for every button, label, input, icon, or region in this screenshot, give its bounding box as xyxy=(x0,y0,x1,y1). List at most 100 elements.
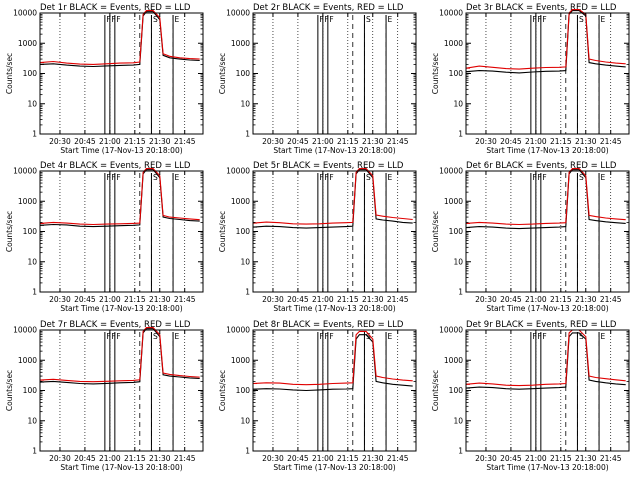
y-tick-label: 10000 xyxy=(13,326,37,335)
x-tick-label: 21:45 xyxy=(174,295,196,304)
y-tick-label: 10 xyxy=(453,99,463,108)
marker-label: F xyxy=(116,173,120,182)
y-tick-label: 10 xyxy=(27,99,37,108)
marker-label: F xyxy=(319,332,323,341)
chart-title: Det 2r BLACK = Events, RED = LLD xyxy=(253,3,404,13)
x-axis-label: Start Time (17-Nov-13 20:18:00) xyxy=(486,463,608,472)
x-tick-label: 20:45 xyxy=(500,137,522,146)
chart-panel-3: Det 3r BLACK = Events, RED = LLD F F F S E 1 10… xyxy=(431,3,630,155)
marker-label: F xyxy=(329,173,333,182)
marker-label: E xyxy=(388,173,393,182)
marker-label: F xyxy=(537,332,541,341)
x-tick-label: 21:00 xyxy=(312,454,334,463)
y-tick-label: 1000 xyxy=(18,197,37,206)
x-tick-label: 20:30 xyxy=(49,295,71,304)
series-lld xyxy=(465,329,626,387)
marker-label: F xyxy=(106,173,110,182)
x-tick-label: 21:45 xyxy=(387,454,409,463)
x-tick-label: 20:30 xyxy=(262,137,284,146)
y-axis-label: Counts/sec xyxy=(431,211,440,252)
x-axis-label: Start Time (17-Nov-13 20:18:00) xyxy=(60,304,182,313)
x-tick-label: 21:15 xyxy=(124,137,146,146)
y-tick-label: 100 xyxy=(449,386,464,395)
marker-label: S xyxy=(579,173,584,182)
marker-label: S xyxy=(579,15,584,24)
x-tick-label: 21:45 xyxy=(174,454,196,463)
y-tick-label: 10000 xyxy=(13,9,37,18)
marker-label: F xyxy=(542,15,546,24)
x-tick-label: 21:00 xyxy=(525,295,547,304)
y-tick-label: 1 xyxy=(458,130,463,139)
x-tick-label: 21:15 xyxy=(124,454,146,463)
x-tick-label: 21:30 xyxy=(575,137,597,146)
plot-frame xyxy=(39,12,204,135)
x-tick-label: 21:15 xyxy=(124,295,146,304)
x-axis-label: Start Time (17-Nov-13 20:18:00) xyxy=(486,146,608,155)
marker-label: F xyxy=(319,15,323,24)
plot-frame xyxy=(465,329,630,452)
x-axis-label: Start Time (17-Nov-13 20:18:00) xyxy=(273,146,395,155)
marker-label: F xyxy=(106,332,110,341)
x-axis-label: Start Time (17-Nov-13 20:18:00) xyxy=(60,146,182,155)
marker-label: F xyxy=(111,15,115,24)
marker-label: E xyxy=(175,15,180,24)
x-tick-label: 21:15 xyxy=(550,295,572,304)
series-lld xyxy=(465,9,626,70)
x-tick-label: 20:45 xyxy=(287,137,309,146)
y-tick-label: 10 xyxy=(240,99,250,108)
x-tick-label: 20:30 xyxy=(262,454,284,463)
y-axis-label: Counts/sec xyxy=(431,53,440,94)
chart-panel-6: Det 6r BLACK = Events, RED = LLD F F F S E 1 10… xyxy=(431,161,630,313)
series-lld xyxy=(465,168,626,226)
series-lld xyxy=(39,327,200,383)
y-tick-label: 10 xyxy=(27,257,37,266)
chart-title: Det 6r BLACK = Events, RED = LLD xyxy=(466,161,617,171)
y-tick-label: 1 xyxy=(245,288,250,297)
plot-frame xyxy=(252,329,417,452)
marker-label: F xyxy=(106,15,110,24)
marker-label: F xyxy=(324,15,328,24)
marker-label: F xyxy=(111,332,115,341)
x-tick-label: 20:45 xyxy=(74,137,96,146)
x-tick-label: 21:45 xyxy=(600,137,622,146)
chart-title: Det 1r BLACK = Events, RED = LLD xyxy=(40,3,191,13)
plot-frame xyxy=(39,170,204,293)
y-tick-label: 10000 xyxy=(439,167,463,176)
marker-label: F xyxy=(537,173,541,182)
y-axis-label: Counts/sec xyxy=(218,370,227,411)
marker-label: S xyxy=(153,332,158,341)
marker-label: E xyxy=(601,332,606,341)
x-tick-label: 21:45 xyxy=(600,295,622,304)
y-tick-label: 10 xyxy=(453,257,463,266)
x-tick-label: 21:00 xyxy=(525,137,547,146)
x-axis-label: Start Time (17-Nov-13 20:18:00) xyxy=(273,304,395,313)
y-tick-label: 1 xyxy=(245,447,250,456)
marker-label: F xyxy=(111,173,115,182)
x-tick-label: 20:45 xyxy=(287,295,309,304)
x-tick-label: 20:30 xyxy=(49,137,71,146)
y-tick-label: 100 xyxy=(236,227,251,236)
y-tick-label: 1000 xyxy=(231,39,250,48)
x-tick-label: 20:45 xyxy=(74,454,96,463)
x-tick-label: 21:15 xyxy=(337,295,359,304)
x-tick-label: 21:45 xyxy=(600,454,622,463)
y-tick-label: 10 xyxy=(240,416,250,425)
marker-label: S xyxy=(153,15,158,24)
marker-label: E xyxy=(388,332,393,341)
chart-title: Det 9r BLACK = Events, RED = LLD xyxy=(466,320,617,330)
y-tick-label: 100 xyxy=(236,69,251,78)
x-tick-label: 21:30 xyxy=(575,454,597,463)
x-tick-label: 21:00 xyxy=(312,137,334,146)
marker-label: F xyxy=(537,15,541,24)
x-tick-label: 21:15 xyxy=(550,454,572,463)
x-axis-label: Start Time (17-Nov-13 20:18:00) xyxy=(273,463,395,472)
series-lld xyxy=(39,10,200,65)
chart-panel-5: Det 5r BLACK = Events, RED = LLD F F F S E 1 10… xyxy=(218,161,417,313)
x-tick-label: 21:00 xyxy=(99,295,121,304)
chart-panel-4: Det 4r BLACK = Events, RED = LLD F F F S E 1 10… xyxy=(5,161,204,313)
y-tick-label: 100 xyxy=(449,227,464,236)
y-tick-label: 10000 xyxy=(13,167,37,176)
x-tick-label: 20:30 xyxy=(475,295,497,304)
